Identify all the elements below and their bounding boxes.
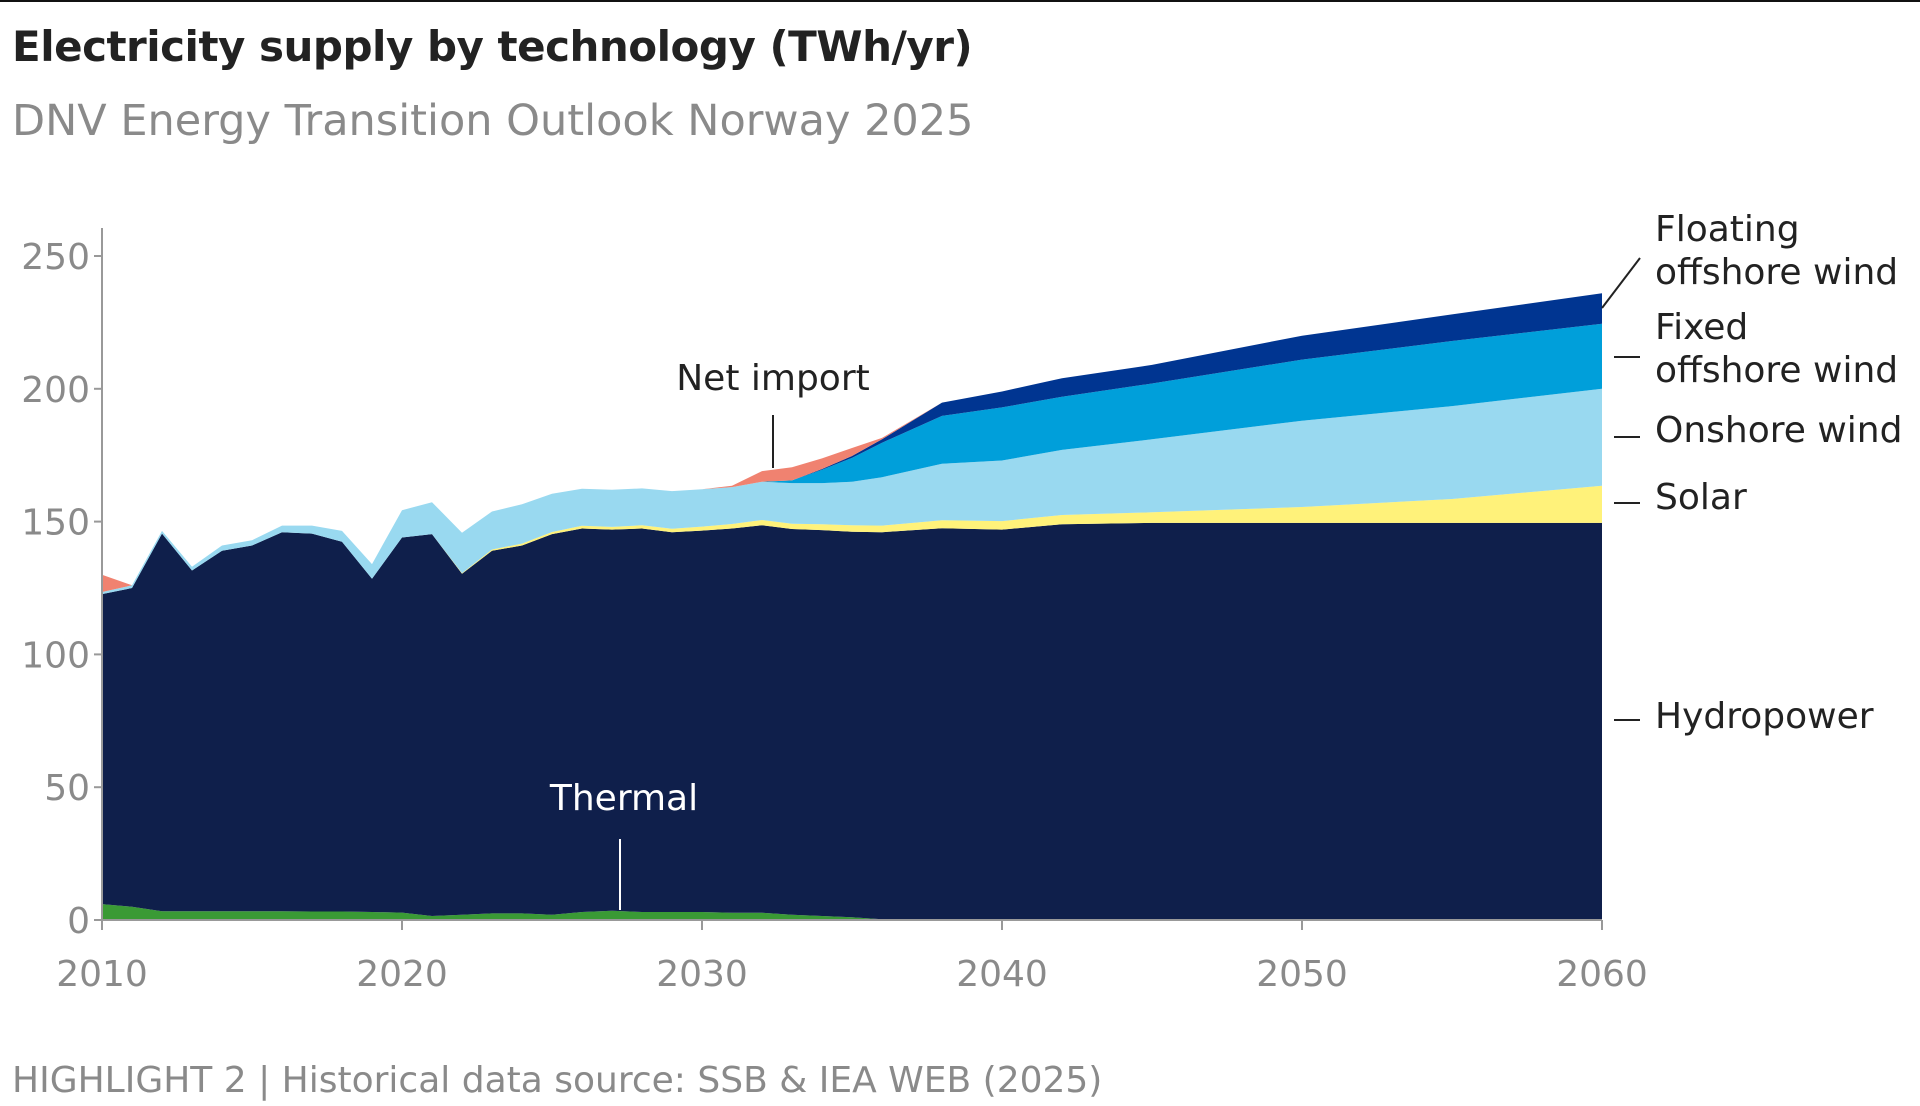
x-tick-label: 2020 [356, 954, 448, 995]
axes: 0 50 100 150 200 250 2010 2020 2030 2040 2050 2060 [21, 228, 1648, 995]
footer-source: HIGHLIGHT 2 | Historical data source: SS… [12, 1060, 1103, 1101]
label-hydropower: Hydropower [1655, 696, 1874, 737]
floating-leader-line [1601, 257, 1641, 309]
area-hydropower [102, 522, 1602, 920]
y-tick-label: 100 [21, 635, 90, 676]
area-onshore-wind [102, 388, 1602, 595]
chart-subtitle: DNV Energy Transition Outlook Norway 202… [12, 96, 974, 146]
x-tick-label: 2010 [56, 954, 148, 995]
area-floating-offshore-wind [102, 293, 1602, 592]
y-tick-label: 0 [67, 901, 90, 942]
label-thermal: Thermal [549, 778, 698, 819]
x-tick-label: 2030 [656, 954, 748, 995]
area-solar [102, 485, 1602, 595]
label-onshore: Onshore wind [1655, 410, 1902, 451]
label-floating-line2: offshore wind [1655, 252, 1898, 293]
label-fixed-line1: Fixed [1655, 307, 1748, 348]
x-tick-label: 2040 [956, 954, 1048, 995]
y-tick-label: 150 [21, 503, 90, 544]
chart-title: Electricity supply by technology (TWh/yr… [12, 22, 973, 71]
label-floating-line1: Floating [1655, 209, 1800, 250]
x-tick-label: 2060 [1556, 954, 1648, 995]
y-tick-label: 200 [21, 370, 90, 411]
label-fixed-line2: offshore wind [1655, 350, 1898, 391]
x-tick-label: 2050 [1256, 954, 1348, 995]
y-tick-label: 50 [44, 768, 90, 809]
area-layers [102, 293, 1602, 920]
area-thermal [102, 904, 1602, 920]
label-solar: Solar [1655, 477, 1747, 518]
label-net-import: Net import [676, 358, 870, 399]
area-fixed-offshore-wind [102, 323, 1602, 592]
y-tick-label: 250 [21, 237, 90, 278]
top-rule [0, 0, 1920, 2]
